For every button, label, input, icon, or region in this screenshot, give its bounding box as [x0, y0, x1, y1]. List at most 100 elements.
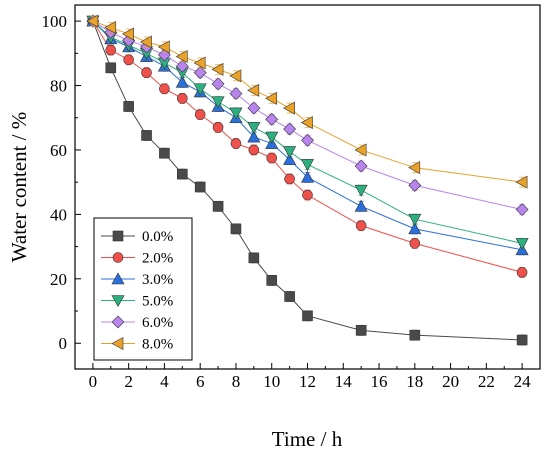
- data-point: [157, 40, 170, 54]
- data-point: [409, 238, 421, 249]
- data-point: [283, 152, 297, 165]
- data-point: [247, 101, 261, 115]
- series-line: [92, 20, 523, 244]
- data-point: [194, 109, 206, 120]
- data-point: [300, 170, 315, 183]
- y-tick-label: 40: [50, 205, 67, 224]
- data-point: [123, 54, 134, 66]
- data-point: [408, 178, 422, 192]
- data-point: [212, 122, 224, 133]
- legend-label: 6.0%: [142, 315, 173, 331]
- legend-label: 2.0%: [142, 251, 173, 267]
- data-point: [283, 146, 297, 159]
- series-8.0%: [86, 14, 528, 189]
- data-point: [177, 93, 188, 104]
- x-tick-label: 10: [263, 372, 280, 391]
- data-point: [408, 222, 422, 235]
- data-point: [409, 329, 421, 341]
- y-tick-label: 60: [50, 141, 67, 160]
- series-line: [92, 20, 523, 251]
- series-5.0%: [86, 15, 529, 250]
- data-point: [265, 112, 279, 126]
- legend-marker: [112, 230, 124, 242]
- legend-box: [93, 217, 193, 361]
- y-tick-label: 80: [50, 77, 67, 96]
- data-point: [302, 310, 313, 322]
- data-point: [193, 83, 207, 96]
- data-point: [230, 138, 242, 149]
- y-tick-label: 100: [42, 12, 68, 31]
- data-point: [265, 131, 279, 144]
- x-tick-label: 12: [299, 372, 316, 391]
- x-tick-label: 14: [335, 372, 353, 391]
- x-tick-label: 4: [160, 372, 169, 391]
- data-point: [122, 27, 134, 41]
- series-line: [92, 20, 523, 341]
- data-point: [247, 83, 260, 97]
- data-point: [229, 107, 243, 120]
- y-tick-label: 20: [50, 270, 67, 289]
- data-point: [284, 291, 295, 302]
- series-line: [92, 20, 523, 273]
- data-point: [175, 75, 189, 88]
- data-point: [193, 56, 206, 70]
- data-point: [141, 67, 152, 78]
- data-point: [211, 62, 224, 76]
- legend-marker: [112, 252, 124, 263]
- x-tick-label: 24: [514, 372, 532, 391]
- data-point: [175, 59, 189, 73]
- legend-label: 5.0%: [142, 294, 173, 310]
- data-point: [515, 175, 528, 189]
- x-axis-title: Time / h: [272, 427, 343, 451]
- legend: 0.0% 2.0% 3.0% 5.0% 6.0% 8.0%: [93, 217, 193, 361]
- data-point: [177, 168, 188, 180]
- data-point: [408, 161, 421, 175]
- data-point: [354, 143, 367, 157]
- series-0.0%: [87, 15, 528, 346]
- data-point: [193, 66, 207, 80]
- data-point: [105, 62, 117, 74]
- y-tick-label: 0: [59, 334, 68, 353]
- x-tick-label: 20: [442, 372, 459, 391]
- data-point: [302, 189, 313, 201]
- data-point: [515, 238, 529, 250]
- series-line: [92, 20, 523, 183]
- data-point: [354, 199, 368, 212]
- data-point: [516, 267, 528, 278]
- legend-marker: [111, 315, 125, 329]
- data-point: [301, 133, 314, 147]
- data-point: [211, 96, 225, 109]
- data-point: [282, 101, 295, 115]
- data-point: [229, 69, 242, 83]
- x-tick-label: 2: [124, 372, 133, 391]
- data-point: [229, 87, 243, 101]
- x-tick-label: 22: [478, 372, 495, 391]
- x-tick-label: 8: [232, 372, 241, 391]
- data-point: [211, 77, 225, 91]
- legend-label: 8.0%: [142, 337, 173, 353]
- x-tick-label: 0: [89, 372, 98, 391]
- data-point: [284, 173, 295, 185]
- series-line: [92, 20, 523, 211]
- data-point: [86, 14, 99, 28]
- data-point: [515, 203, 529, 216]
- data-point: [354, 159, 368, 173]
- data-point: [159, 147, 170, 159]
- data-point: [139, 35, 152, 49]
- data-point: [408, 213, 422, 226]
- data-point: [104, 21, 117, 35]
- legend-label: 3.0%: [142, 272, 173, 288]
- data-point: [266, 275, 278, 286]
- data-point: [247, 130, 261, 143]
- data-point: [516, 334, 528, 346]
- x-tick-label: 18: [406, 372, 423, 391]
- legend-marker: [111, 295, 125, 308]
- y-axis-title: Water content / %: [7, 112, 31, 263]
- data-point: [105, 44, 117, 56]
- data-point: [248, 144, 260, 156]
- data-point: [230, 223, 242, 235]
- x-tick-label: 6: [196, 372, 205, 391]
- data-point: [141, 130, 152, 141]
